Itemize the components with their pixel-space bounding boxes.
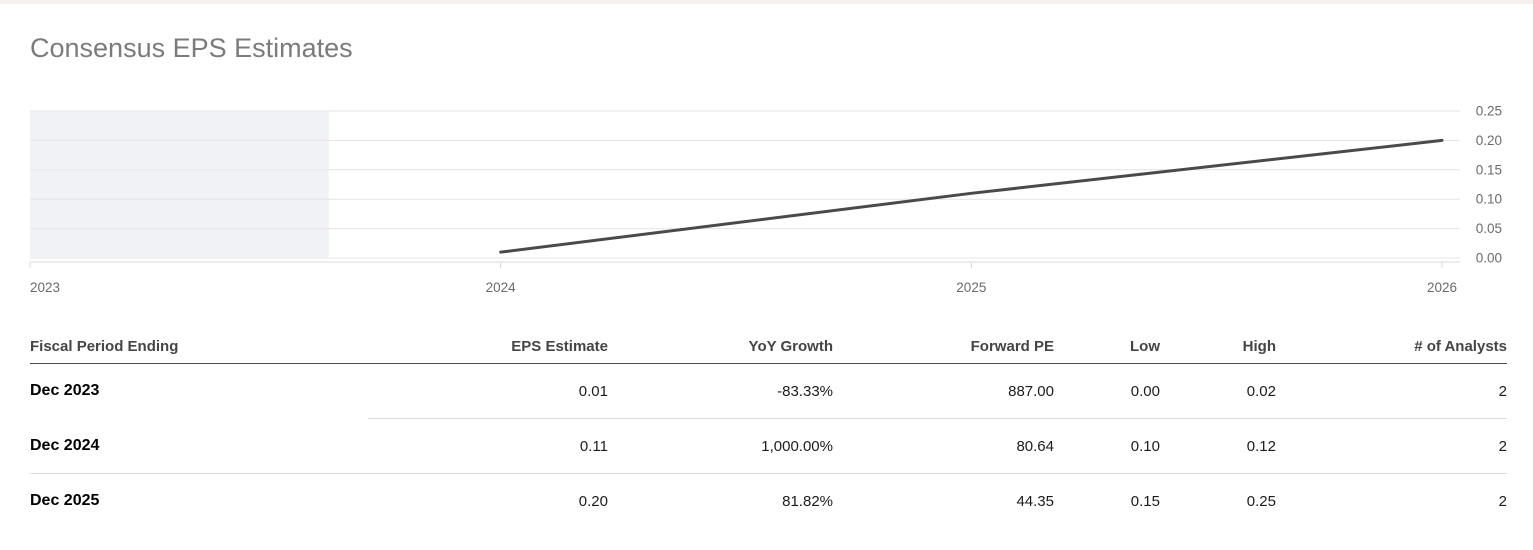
fiscal-period-cell: Dec 2024 [30,418,368,474]
page-title: Consensus EPS Estimates [30,33,353,63]
chart-x-tick-label: 2025 [956,280,986,295]
value-cell-5: 2 [1498,492,1507,510]
value-cell-0: 0.11 [368,418,608,474]
value-cell-0: 0.20 [578,492,608,510]
eps-chart-svg[interactable]: 0.00 0.05 0.10 0.15 0.20 0.25 2023 2024 2025 2026 [0,100,1533,305]
fiscal-period-cell: Dec 2023 [30,382,100,400]
eps-chart[interactable]: 0.00 0.05 0.10 0.15 0.20 0.25 2023 2024 2025 2026 [0,100,1533,305]
chart-y-tick-label: 0.20 [1476,133,1502,148]
column-header-3: Forward PE [833,330,1054,364]
value-cell-4: 0.12 [1160,418,1276,474]
chart-x-tick-label: 2023 [30,280,60,295]
top-divider [0,0,1533,4]
value-cell-5: 2 [1276,418,1507,474]
table-row: Dec 2023 0.01 -83.33% 887.00 0.00 0.02 2 [30,363,1507,419]
value-cell-5: 2 [1276,363,1507,419]
value-cell-4: 0.25 [1246,492,1276,510]
table-body: Dec 2023 0.01 -83.33% 887.00 0.00 0.02 2 Dec 20… [30,363,1507,529]
value-cell-2: 80.64 [833,418,1054,474]
column-header-6: # of Analysts [1276,330,1507,364]
table-header: Fiscal Period Ending EPS Estimate YoY Grow… [30,330,1507,364]
chart-x-tick-label: 2026 [1427,280,1457,295]
chart-series-line [499,138,1444,254]
eps-estimates-table: Fiscal Period Ending EPS Estimate YoY Grow… [30,330,1507,528]
chart-shaded-region [30,111,329,257]
value-cell-4: 0.02 [1160,363,1276,419]
chart-y-tick-label: 0.05 [1476,221,1502,236]
column-header-0: Fiscal Period Ending [30,330,368,364]
value-cell-1: 81.82% [782,492,833,510]
value-cell-2: 887.00 [833,363,1054,419]
value-cell-3: 0.00 [1054,363,1160,419]
column-header-4: Low [1054,330,1160,364]
column-header-2: YoY Growth [608,330,833,364]
column-header-5: High [1160,330,1276,364]
value-cell-3: 0.15 [1130,492,1160,510]
fiscal-period-cell: Dec 2025 [30,492,100,509]
chart-y-tick-label: 0.10 [1476,192,1502,207]
value-cell-3: 0.10 [1054,418,1160,474]
chart-y-tick-label: 0.15 [1476,162,1502,177]
value-cell-2: 44.35 [1016,492,1054,510]
value-cell-0: 0.01 [368,363,608,419]
value-cell-1: -83.33% [608,363,833,419]
table-header-row: Fiscal Period Ending EPS Estimate YoY Grow… [30,330,1507,364]
table-row: Dec 2024 0.11 1,000.00% 80.64 0.10 0.12 2 [30,418,1507,474]
chart-x-tick-label: 2024 [486,280,517,295]
chart-y-tick-label: 0.00 [1476,251,1502,266]
chart-y-tick-label: 0.25 [1476,104,1502,119]
column-header-1: EPS Estimate [368,330,608,364]
value-cell-1: 1,000.00% [608,418,833,474]
table-row: Dec 2025 0.20 81.82% 44.35 0.15 0.25 2 [30,474,1507,529]
